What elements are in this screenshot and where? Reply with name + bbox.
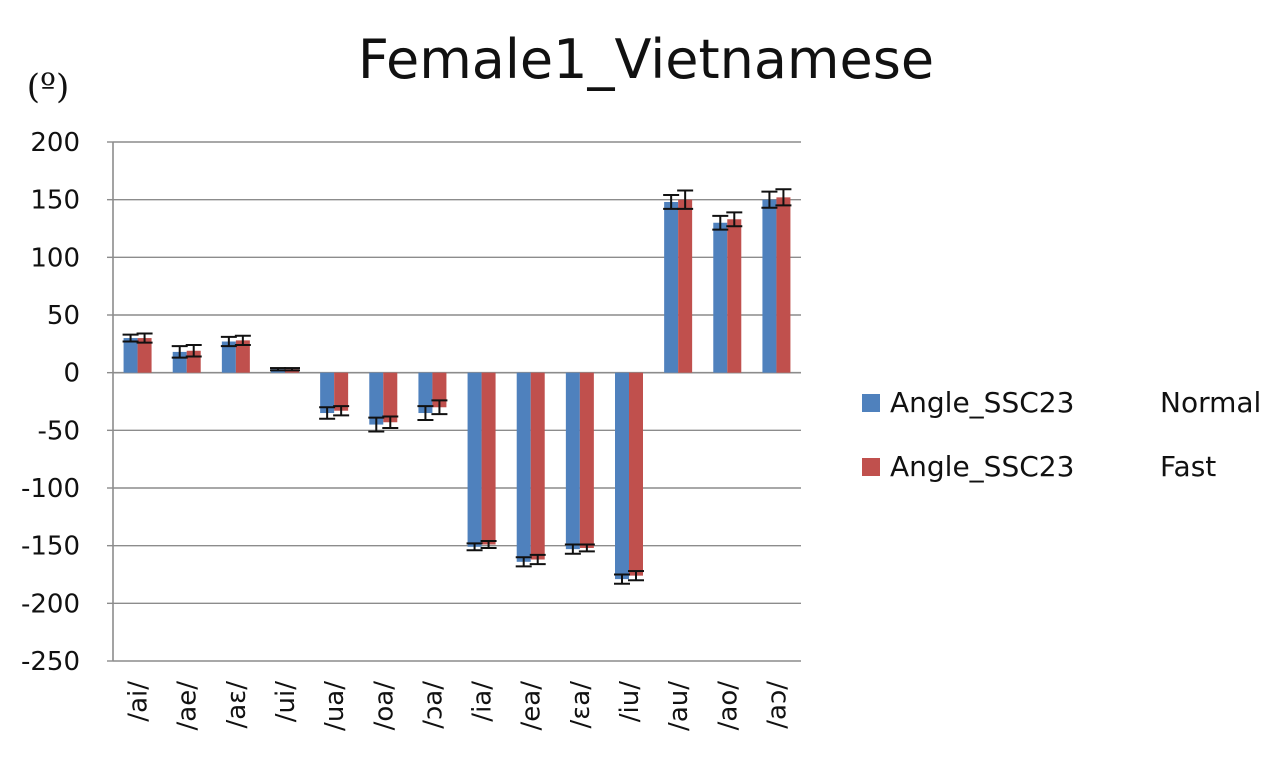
- bar-normal: [664, 201, 679, 373]
- bar-normal: [467, 372, 482, 547]
- y-tick-label: -50: [38, 416, 80, 446]
- legend-swatch: [862, 394, 880, 412]
- x-category-label: /iu/: [615, 681, 645, 722]
- bar-normal: [369, 372, 384, 425]
- bar-fast: [678, 199, 693, 373]
- y-tick-label: 200: [30, 128, 80, 158]
- x-category-labels: /ai/ /ae/ /aɛ/ /ui/ /ua/ /oa/ /ɔa/ /ia/ /ea/ /ɛa/…: [124, 681, 793, 731]
- x-category-label: /au/: [664, 681, 694, 731]
- x-category-label: /aɛ/: [222, 681, 252, 729]
- y-tick-label: -150: [21, 532, 80, 562]
- y-tick-labels: 200 150 100 50 0 -50 -100 -150 -200 -250: [21, 128, 80, 677]
- plot-area: [107, 141, 801, 662]
- bar-normal: [418, 372, 433, 414]
- x-category-label: /ia/: [468, 681, 498, 722]
- axes: [107, 141, 801, 662]
- legend-swatch: [862, 458, 880, 476]
- bar-fast: [235, 340, 250, 373]
- y-tick-label: 50: [47, 301, 80, 331]
- x-category-label: /aɔ/: [762, 681, 792, 729]
- x-category-label: /ui/: [271, 681, 301, 722]
- bar-fast: [579, 372, 594, 548]
- legend-label: Angle_SSC23: [890, 386, 1074, 419]
- bar-normal: [565, 372, 580, 550]
- bars: [123, 197, 791, 580]
- bar-fast: [383, 372, 398, 423]
- bar-fast: [776, 197, 791, 373]
- bar-normal: [762, 199, 777, 373]
- bar-fast: [530, 372, 545, 560]
- bar-normal: [615, 372, 629, 580]
- bar-fast: [727, 219, 742, 373]
- x-category-label: /ae/: [173, 681, 203, 731]
- y-tick-label: 100: [30, 243, 80, 273]
- bar-normal: [713, 222, 728, 373]
- y-tick-label: 150: [30, 186, 80, 216]
- gridlines: [113, 141, 801, 662]
- x-category-label: /oa/: [369, 681, 399, 731]
- legend-series-suffix: Normal: [1160, 386, 1261, 419]
- bar-fast: [334, 372, 349, 411]
- bar-fast: [137, 338, 152, 373]
- bar-normal: [516, 372, 531, 562]
- bar-fast: [481, 372, 496, 545]
- y-tick-label: -200: [21, 589, 80, 619]
- bar-normal: [320, 372, 335, 414]
- x-category-label: /ao/: [713, 681, 743, 731]
- legend: Angle_SSC23 Normal Angle_SSC23 Fast: [862, 386, 1261, 483]
- x-category-label: /ai/: [124, 681, 154, 722]
- bar-normal: [221, 341, 236, 373]
- x-category-label: /ɔa/: [418, 681, 448, 729]
- y-tick-label: 0: [63, 359, 80, 389]
- legend-series-suffix: Fast: [1160, 450, 1216, 483]
- legend-label: Angle_SSC23: [890, 450, 1074, 483]
- bar-normal: [123, 338, 138, 373]
- error-bars: [122, 188, 792, 585]
- x-category-label: /ea/: [517, 681, 547, 731]
- chart-title: Female1_Vietnamese: [358, 28, 934, 91]
- bar-fast: [629, 372, 643, 576]
- y-tick-label: -250: [21, 647, 80, 677]
- bar-fast: [432, 372, 447, 408]
- x-category-label: /ɛa/: [566, 681, 596, 729]
- y-tick-label: -100: [21, 474, 80, 504]
- y-axis-unit-label: (º): [27, 67, 70, 107]
- x-category-label: /ua/: [320, 681, 350, 731]
